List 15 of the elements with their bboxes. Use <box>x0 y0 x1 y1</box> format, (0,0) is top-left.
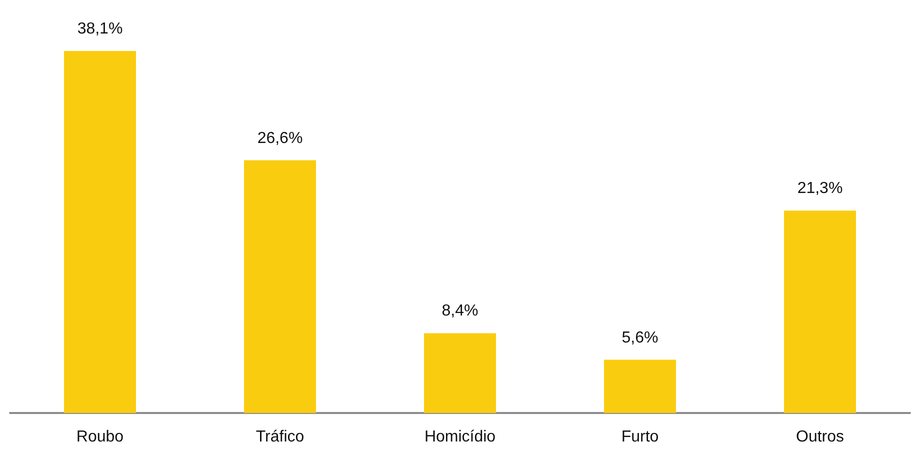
bar <box>784 210 856 413</box>
bar <box>64 51 136 413</box>
data-label: 8,4% <box>442 302 478 320</box>
x-tick-label: Furto <box>621 428 659 446</box>
bar <box>244 160 316 413</box>
x-tick-label: Homicídio <box>424 428 496 446</box>
data-label: 21,3% <box>797 180 843 198</box>
data-label: 5,6% <box>622 329 658 346</box>
x-tick-label: Tráfico <box>256 428 304 446</box>
data-label: 38,1% <box>77 20 123 38</box>
bar <box>604 360 676 413</box>
x-tick-label: Roubo <box>76 428 124 446</box>
x-tick-label: Outros <box>796 428 844 446</box>
bar <box>424 333 496 413</box>
data-label: 26,6% <box>257 130 303 147</box>
